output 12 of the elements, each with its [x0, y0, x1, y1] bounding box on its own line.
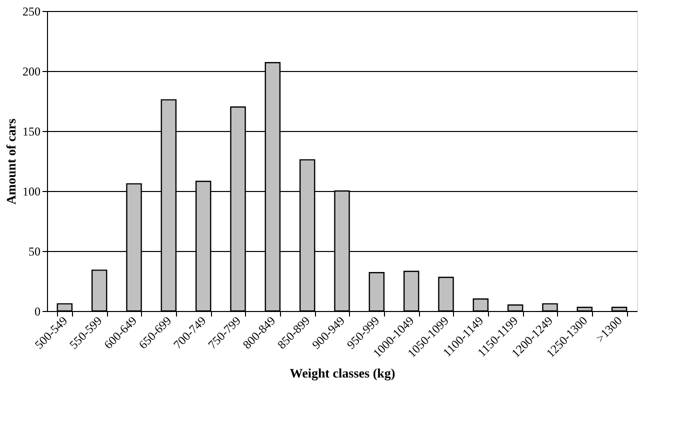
- y-tick-label: 100: [22, 184, 40, 198]
- bar: [611, 306, 628, 312]
- y-axis-title: Amount of cars: [4, 118, 18, 204]
- x-axis-title: Weight classes (kg): [290, 366, 396, 381]
- y-tick-label: 150: [22, 124, 40, 138]
- bar: [403, 270, 420, 312]
- y-tick-label: 0: [34, 304, 40, 318]
- y-tick-label: 200: [22, 64, 40, 78]
- y-tick-label: 250: [22, 4, 40, 18]
- y-tick-label: 50: [28, 244, 40, 258]
- bar: [91, 270, 108, 312]
- bar: [507, 304, 524, 312]
